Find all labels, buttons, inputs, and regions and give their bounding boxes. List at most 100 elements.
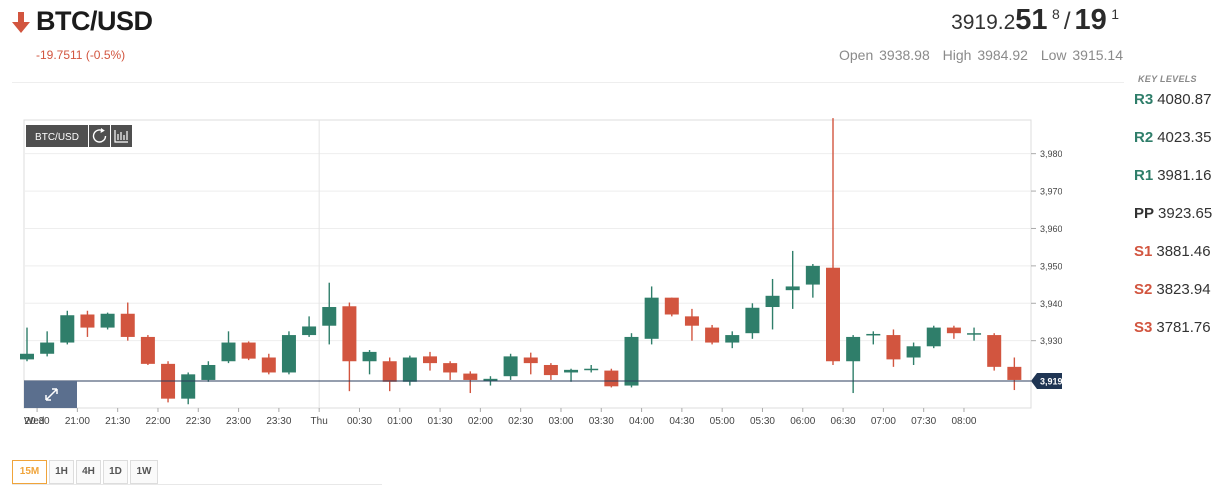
symbol-badge <box>26 125 88 147</box>
x-tick-label: 02:30 <box>508 416 533 427</box>
x-tick-label: 03:30 <box>589 416 614 427</box>
candle-body <box>181 374 196 399</box>
candle-body <box>483 378 498 381</box>
key-level-value: 3781.76 <box>1156 319 1211 336</box>
candle-body <box>40 342 55 354</box>
x-tick-label: Thu <box>311 416 328 427</box>
candle-body <box>463 373 478 380</box>
key-level-label: S3 <box>1134 319 1153 336</box>
refresh-icon <box>92 129 107 143</box>
candle-body <box>523 357 538 364</box>
y-tick-label: 3,980.0000 <box>1040 149 1062 159</box>
x-tick-label: 07:00 <box>871 416 896 427</box>
candle-body <box>684 316 699 326</box>
candle-body <box>362 351 377 362</box>
key-level-label: R1 <box>1134 167 1154 184</box>
candle-body <box>261 357 276 373</box>
price-ask-big: 19 <box>1074 4 1107 36</box>
candle-body <box>624 336 639 386</box>
key-level-label: PP <box>1134 205 1155 222</box>
key-level-label: R2 <box>1134 129 1154 146</box>
key-level-value: 3923.65 <box>1158 205 1213 222</box>
refresh-button[interactable] <box>89 125 110 147</box>
x-tick-label: 06:00 <box>790 416 815 427</box>
timeframe-15m[interactable]: 15M <box>12 460 47 484</box>
x-tick-label: 01:00 <box>387 416 412 427</box>
x-tick-label: 06:30 <box>831 416 856 427</box>
x-tick-label: 22:00 <box>145 416 170 427</box>
candle-body <box>382 361 397 382</box>
symbol-title: BTC/USD <box>36 6 153 36</box>
x-tick-label: 04:00 <box>629 416 654 427</box>
y-tick-label: 3,970.0000 <box>1040 187 1062 197</box>
candle-body <box>564 369 579 373</box>
refresh-icon-arrowhead <box>100 128 105 133</box>
header-divider <box>12 82 1124 83</box>
candle-body <box>423 356 437 364</box>
timeframe-1w[interactable]: 1W <box>130 460 158 484</box>
key-level-value: 3881.46 <box>1156 243 1211 260</box>
key-level-value: 4023.35 <box>1157 129 1212 146</box>
candle-body <box>604 370 619 387</box>
x-tick-label: 02:00 <box>468 416 493 427</box>
high-value: 3984.92 <box>977 47 1028 63</box>
indicators-icon <box>114 130 128 143</box>
candle-body <box>241 342 256 359</box>
x-tick-label: 05:30 <box>750 416 775 427</box>
candle-body <box>100 313 115 328</box>
timeframe-1d[interactable]: 1D <box>103 460 128 484</box>
key-level-label: S1 <box>1134 243 1153 260</box>
candle-body <box>443 363 458 373</box>
y-tick-label: 3,930.0000 <box>1040 336 1062 346</box>
candle-body <box>644 297 659 339</box>
y-tick-label: 3,950.0000 <box>1040 261 1062 271</box>
open-value: 3938.98 <box>879 47 930 63</box>
bid-ask-price: 3919.251 8/19 1 <box>951 4 1119 37</box>
candle-body <box>705 327 720 343</box>
x-tick-label: 23:00 <box>226 416 251 427</box>
price-base: 3919.2 <box>951 11 1016 34</box>
candle-body <box>140 336 155 364</box>
low-value: 3915.14 <box>1072 47 1123 63</box>
key-level-value: 4080.87 <box>1157 91 1212 108</box>
candle-body <box>785 286 800 291</box>
high-label: High <box>942 47 972 63</box>
x-tick-label: 03:00 <box>548 416 573 427</box>
candle-body <box>584 368 599 371</box>
candle-body <box>1007 366 1022 380</box>
candle-body <box>987 335 1002 367</box>
timeframe-underline <box>12 484 382 485</box>
x-tick-label: 21:00 <box>65 416 90 427</box>
candle-body <box>805 265 820 285</box>
candle-body <box>201 364 216 380</box>
key-level-label: S2 <box>1134 281 1153 298</box>
price-bid-big: 51 <box>1015 4 1048 36</box>
candle-body <box>765 295 780 308</box>
key-level-value: 3823.94 <box>1156 281 1211 298</box>
candle-body <box>543 364 558 376</box>
candle-body <box>886 335 901 360</box>
candlestick-chart[interactable]: 3,930.0000 3,940.0000 3,950.0000 3,960.0000… <box>0 110 1062 435</box>
candle-body <box>20 353 34 360</box>
candle-body <box>826 267 840 362</box>
price-down-arrow-icon <box>12 12 30 33</box>
x-tick-label: 20:30 <box>25 416 50 427</box>
candle-body <box>322 307 337 326</box>
y-tick-label: 3,940.0000 <box>1040 299 1062 309</box>
key-level-value: 3981.16 <box>1157 167 1212 184</box>
candle-body <box>342 306 357 362</box>
candle-body <box>926 327 941 347</box>
key-level-s3: S3 3781.76 <box>1134 319 1211 336</box>
timeframe-1h[interactable]: 1H <box>49 460 74 484</box>
key-level-pp: PP 3923.65 <box>1134 205 1212 222</box>
x-tick-label: 22:30 <box>186 416 211 427</box>
timeframe-4h[interactable]: 4H <box>76 460 101 484</box>
x-tick-label: 07:30 <box>911 416 936 427</box>
candle-body <box>60 315 75 343</box>
expand-icon <box>45 388 58 401</box>
candle-body <box>745 307 760 334</box>
price-slash: / <box>1063 8 1071 35</box>
price-ask-sup: 1 <box>1111 6 1119 22</box>
candle-body <box>302 326 317 336</box>
low-label: Low <box>1040 47 1067 63</box>
